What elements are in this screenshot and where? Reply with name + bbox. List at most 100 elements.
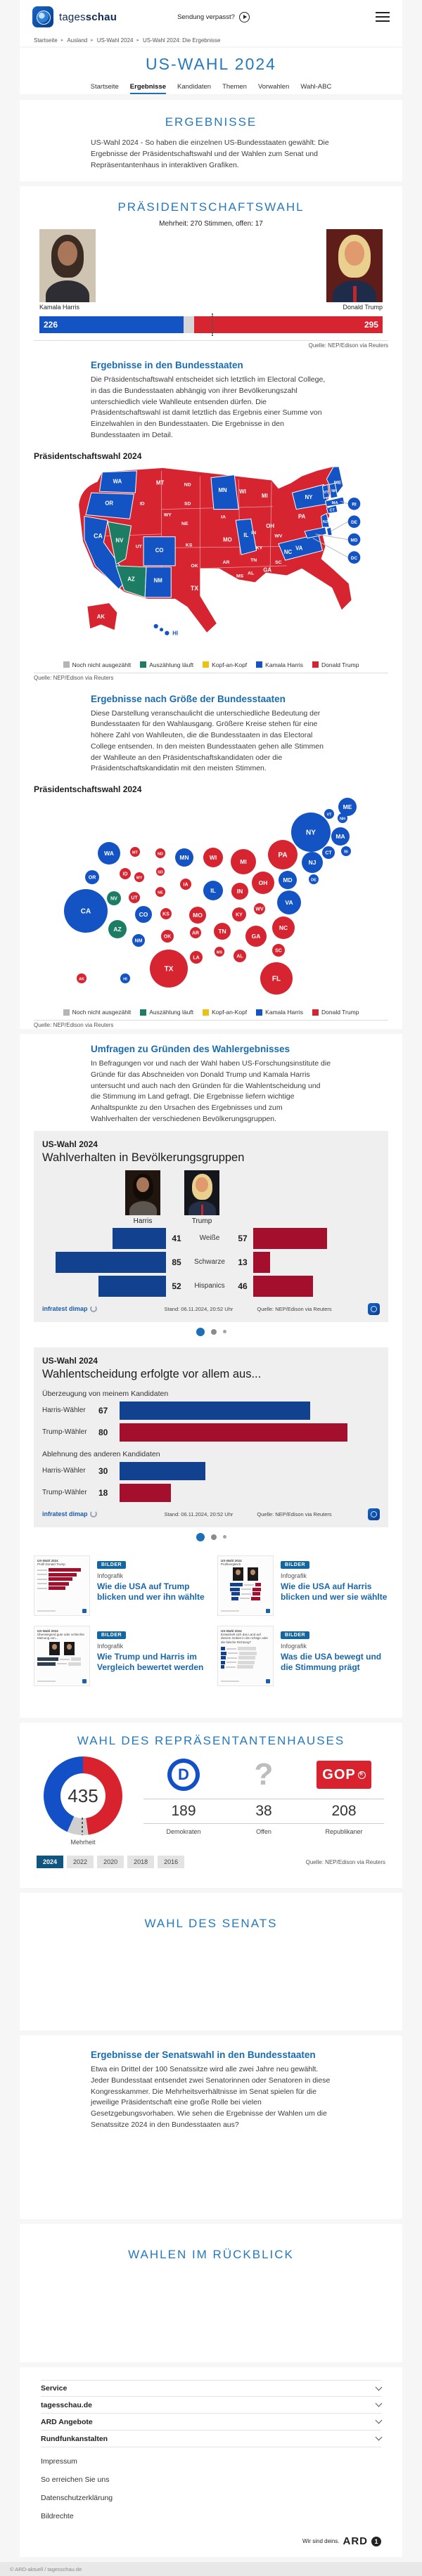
tagesschau-logo[interactable]: tagesschau bbox=[32, 6, 117, 27]
state-bubble-AZ bbox=[108, 920, 127, 938]
reason-row: Trump-Wähler 18 bbox=[42, 1483, 380, 1502]
electoral-bar[interactable]: 226 295 bbox=[39, 313, 383, 336]
svg-text:OK: OK bbox=[191, 563, 198, 568]
teaser-card[interactable]: US-Wahl 2024 Profilvergleich BILDER Infogra… bbox=[217, 1555, 388, 1616]
state-bubble-NM bbox=[132, 934, 145, 947]
results-intro-card: ERGEBNISSE US-Wahl 2024 - So haben die e… bbox=[20, 100, 402, 181]
svg-text:DE: DE bbox=[311, 879, 316, 883]
breadcrumb-item[interactable]: Ausland bbox=[67, 37, 88, 44]
harris-electoral-segment: 226 bbox=[39, 316, 184, 333]
majority-label: Mehrheit bbox=[70, 1839, 96, 1846]
svg-text:ME: ME bbox=[343, 803, 352, 810]
open-label: Offen bbox=[256, 1828, 271, 1835]
svg-text:IA: IA bbox=[184, 883, 188, 888]
copyright-text: © ARD-aktuell / tagesschau.de bbox=[10, 2565, 82, 2572]
polls-card: Umfragen zu Gründen des Wahlergebnisses … bbox=[20, 1034, 402, 1718]
svg-text:TN: TN bbox=[250, 557, 257, 562]
teaser-card[interactable]: US-Wahl 2024 Entwickelt sich das Land auf… bbox=[217, 1625, 388, 1686]
legend-swatch bbox=[312, 1009, 319, 1016]
svg-text:TX: TX bbox=[165, 966, 174, 973]
teaser-thumbnail: US-Wahl 2024 Überwiegend gute oder schlec… bbox=[34, 1625, 90, 1686]
map-legend: Noch nicht ausgezählt Auszählung läuft Kop… bbox=[20, 661, 402, 668]
svg-text:IL: IL bbox=[243, 531, 248, 538]
footer-link[interactable]: Impressum bbox=[41, 2457, 77, 2466]
menu-icon[interactable] bbox=[376, 12, 390, 22]
bubble-cartogram[interactable]: ME VT NH NY MA CT RI WA MT ND MN WI MI PA NJ OR ID WY SD IA… bbox=[63, 797, 402, 1007]
header: tagesschau Sendung verpasst? bbox=[20, 0, 402, 34]
demographics-rows: 41 Weiße 57 85 Schwarze 13 52 Hispanics 46 bbox=[42, 1227, 380, 1297]
bilder-badge: BILDER bbox=[97, 1560, 127, 1569]
dot[interactable] bbox=[222, 1330, 226, 1333]
tab-wahl-abc[interactable]: Wahl-ABC bbox=[300, 83, 332, 91]
svg-text:CA: CA bbox=[94, 532, 103, 539]
harris-bar bbox=[98, 1275, 166, 1297]
states-results-heading[interactable]: Ergebnisse in den Bundesstaaten bbox=[91, 360, 243, 370]
polls-text: In Befragungen vor und nach der Wahl hab… bbox=[91, 1059, 331, 1123]
state-bubble-KY bbox=[232, 907, 246, 921]
breadcrumb-item[interactable]: US-Wahl 2024 bbox=[96, 37, 134, 44]
teaser-card[interactable]: US-Wahl 2024 Überwiegend gute oder schlec… bbox=[34, 1625, 205, 1686]
house-donut-chart[interactable]: 435 bbox=[44, 1756, 122, 1835]
majority-note: Mehrheit: 270 Stimmen, offen: 17 bbox=[159, 220, 263, 228]
teaser-card[interactable]: US-Wahl 2024 Profil Donald Trump BILDER Inf… bbox=[34, 1555, 205, 1616]
breadcrumb-item[interactable]: US-Wahl 2024: Die Ergebnisse bbox=[143, 37, 221, 44]
svg-text:NY: NY bbox=[306, 829, 316, 837]
us-states-map[interactable]: RI DE MD DC WA OR CA NV AZ NM CO UT ID MT WY ND SD… bbox=[56, 465, 402, 660]
year-selector: 2024 2022 2020 2018 2016 bbox=[37, 1856, 185, 1868]
dot[interactable] bbox=[222, 1535, 226, 1539]
panel2-title: Wahlentscheidung erfolgte vor allem aus.… bbox=[42, 1367, 262, 1380]
source-note: Quelle: NEP/Edison via Reuters bbox=[308, 342, 388, 349]
svg-text:IN: IN bbox=[251, 530, 256, 535]
footer-link[interactable]: So erreichen Sie uns bbox=[41, 2475, 110, 2484]
year-chip-2016[interactable]: 2016 bbox=[158, 1856, 185, 1868]
open-electoral-segment bbox=[183, 316, 195, 333]
year-chip-2020[interactable]: 2020 bbox=[97, 1856, 124, 1868]
footer-link[interactable]: Datenschutzerklärung bbox=[41, 2494, 113, 2502]
panel1-candidate-photos: Harris Trump bbox=[125, 1170, 380, 1225]
state-bubble-MN bbox=[175, 848, 193, 867]
svg-text:KS: KS bbox=[186, 543, 193, 548]
tab-ergebnisse[interactable]: Ergebnisse bbox=[129, 83, 167, 94]
svg-text:NV: NV bbox=[110, 897, 117, 902]
state-bubble-SC bbox=[272, 944, 285, 957]
tab-kandidaten[interactable]: Kandidaten bbox=[177, 83, 212, 91]
state-bubble-CO bbox=[135, 906, 152, 923]
footer-link[interactable]: Bildrechte bbox=[41, 2512, 74, 2520]
svg-text:NJ: NJ bbox=[323, 520, 328, 524]
dot-active[interactable] bbox=[196, 1327, 205, 1336]
tab-vorwahlen[interactable]: Vorwahlen bbox=[257, 83, 290, 91]
dot[interactable] bbox=[210, 1328, 217, 1335]
year-chip-2018[interactable]: 2018 bbox=[127, 1856, 155, 1868]
legend-item: Auszählung läuft bbox=[140, 661, 193, 668]
svg-text:NH: NH bbox=[331, 489, 337, 493]
footer-accordion-service[interactable]: Service bbox=[41, 2380, 383, 2397]
dot-active[interactable] bbox=[196, 1532, 205, 1541]
footer-accordion-tagesschau-de[interactable]: tagesschau.de bbox=[41, 2397, 383, 2414]
year-chip-2024[interactable]: 2024 bbox=[37, 1856, 64, 1868]
president-title: PRÄSIDENTSCHAFTSWAHL bbox=[117, 200, 305, 214]
size-results-heading[interactable]: Ergebnisse nach Größe der Bundesstaaten bbox=[91, 693, 286, 704]
reason-row: Trump-Wähler 80 bbox=[42, 1423, 380, 1442]
state-bubble-MI bbox=[231, 849, 256, 874]
tab-startseite[interactable]: Startseite bbox=[90, 83, 119, 91]
dot[interactable] bbox=[210, 1534, 217, 1540]
state-bubble-NV bbox=[107, 891, 121, 905]
page: tagesschau Sendung verpasst? Startseite ▸… bbox=[20, 0, 402, 2557]
senate-states-heading[interactable]: Ergebnisse der Senatswahl in den Bundess… bbox=[91, 2050, 316, 2060]
svg-text:VT: VT bbox=[324, 491, 329, 495]
polls-heading[interactable]: Umfragen zu Gründen des Wahlergebnisses bbox=[91, 1044, 290, 1054]
sendung-verpasst-link[interactable]: Sendung verpasst? bbox=[177, 11, 250, 22]
year-chip-2022[interactable]: 2022 bbox=[67, 1856, 94, 1868]
panel2-kicker: US-Wahl 2024 bbox=[42, 1355, 98, 1366]
tab-themen[interactable]: Themen bbox=[222, 83, 247, 91]
svg-text:VA: VA bbox=[285, 899, 293, 906]
breadcrumb-separator: ▸ bbox=[136, 38, 139, 43]
tagesschau-globe-icon bbox=[32, 6, 53, 27]
breadcrumb-item[interactable]: Startseite bbox=[34, 37, 58, 44]
reason-group-label: Überzeugung von meinem Kandidaten bbox=[42, 1389, 169, 1398]
stand-timestamp: Stand: 06.11.2024, 20:52 Uhr bbox=[164, 1510, 234, 1517]
svg-text:TN: TN bbox=[218, 928, 226, 935]
footer-accordion-ard-angebote[interactable]: ARD Angebote bbox=[41, 2414, 383, 2431]
carousel-dots bbox=[20, 1527, 402, 1547]
footer-accordion-rundfunkanstalten[interactable]: Rundfunkanstalten bbox=[41, 2431, 383, 2447]
